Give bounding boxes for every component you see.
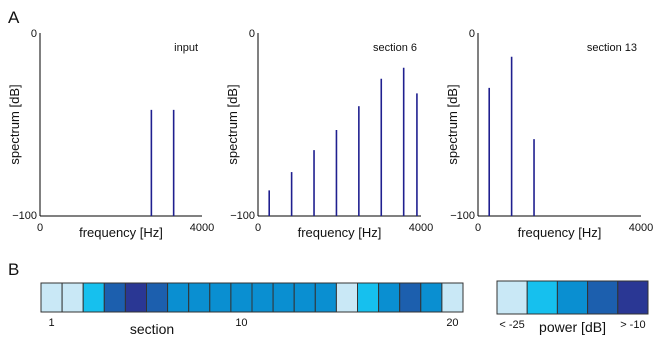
legend-swatch [556,280,589,315]
section-cell [441,282,464,313]
y-axis-label: spectrum [dB] [225,84,240,164]
section-tick-label: 20 [446,317,458,329]
x-tick-label-min: 0 [255,222,261,234]
x-axis-label: frequency [Hz] [518,225,602,240]
y-tick-label-min: −100 [450,210,475,222]
panel-label-b: B [8,260,19,279]
corner-label: input [174,42,198,54]
section-cell [188,282,211,313]
section-power-strip: 1 10 20 section [40,282,464,337]
panel-label-a: A [8,8,20,27]
section-cell [209,282,232,313]
y-tick-label-max: 0 [31,28,37,40]
legend-axis-label: power [dB] [539,319,606,335]
y-tick-label-min: −100 [230,210,255,222]
section-cell [124,282,148,313]
x-axis-label: frequency [Hz] [298,225,382,240]
y-axis-label: spectrum [dB] [7,84,22,164]
y-tick-label-max: 0 [249,28,255,40]
x-tick-label-min: 0 [475,222,481,234]
section-axis-label: section [130,321,174,337]
legend-max-label: > -10 [620,319,645,331]
power-legend: < -25 > -10 power [dB] [496,280,649,335]
section-cell [251,282,274,313]
section-cell [314,282,337,313]
legend-min-label: < -25 [499,319,524,331]
section-cell [167,282,190,313]
section-cell [378,282,401,313]
section-cell [293,282,316,313]
x-tick-label-max: 4000 [409,222,433,234]
x-axis-label: frequency [Hz] [79,225,163,240]
corner-label: section 13 [587,42,637,54]
legend-swatch [587,280,619,315]
y-axis-label: spectrum [dB] [445,84,460,164]
legend-swatch [496,280,528,315]
section-tick-label: 1 [48,317,54,329]
section-cell [335,282,358,313]
legend-swatch [617,280,649,315]
section-cell [40,282,63,313]
section-cell [61,282,84,313]
section-tick-label: 10 [235,317,247,329]
section-cell [230,282,253,313]
y-tick-label-min: −100 [12,210,37,222]
section-cell [146,282,169,313]
x-tick-label-max: 4000 [190,222,214,234]
y-tick-label-max: 0 [469,28,475,40]
section-cell [272,282,295,313]
x-tick-label-min: 0 [37,222,43,234]
section-cell [420,282,443,313]
section-cell [399,282,422,313]
x-tick-label-max: 4000 [629,222,653,234]
section-cell [357,282,380,313]
section-cell [82,282,105,313]
legend-swatch [526,280,558,315]
corner-label: section 6 [373,42,417,54]
section-cell [103,282,126,313]
